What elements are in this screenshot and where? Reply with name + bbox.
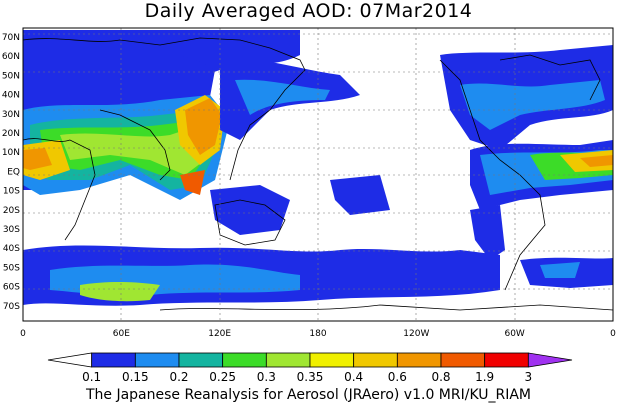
colorbar-swatch (222, 352, 267, 368)
lat-label: 10N (2, 148, 20, 158)
lon-label: 180 (309, 329, 326, 339)
lon-label: 60W (504, 329, 524, 339)
colorbar-swatch (265, 352, 311, 368)
lat-label: 20S (3, 206, 20, 216)
lat-label: 30N (2, 110, 20, 120)
lon-label: 0 (20, 329, 26, 339)
graticule (23, 28, 613, 321)
colorbar-label: 0.35 (297, 370, 324, 384)
lon-label: 60E (113, 329, 130, 339)
colorbar-label: 0.8 (431, 370, 450, 384)
colorbar-label: 0.2 (169, 370, 188, 384)
colorbar-label: 0.25 (209, 370, 236, 384)
colorbar-swatch (484, 352, 529, 368)
colorbar-label: 0.15 (122, 370, 149, 384)
lat-label: 20N (2, 129, 20, 139)
lat-label: 50N (2, 71, 20, 81)
lat-label: 70N (2, 33, 20, 43)
colorbar-label: 0.1 (82, 370, 101, 384)
colorbar-swatch (91, 352, 136, 368)
colorbar-label: 3 (525, 370, 533, 384)
lon-label: 120E (208, 329, 231, 339)
colorbar-swatch (47, 352, 93, 368)
lat-label: 60S (3, 283, 20, 293)
lon-label: 0 (610, 329, 616, 339)
map-title: Daily Averaged AOD: 07Mar2014 (144, 0, 473, 22)
colorbar-swatch (396, 352, 442, 368)
latitude-labels: 70N 60N 50N 40N 30N 20N 10N EQ 10S 20S 30S 40S 50S 60… (2, 33, 20, 312)
lat-label: 50S (3, 263, 20, 273)
colorbar-swatch (440, 352, 486, 368)
lat-label: 40N (2, 91, 20, 101)
longitude-labels: 0 60E 120E 180 120W 60W 0 (20, 329, 616, 339)
coastlines (23, 37, 613, 311)
colorbar-swatch (353, 352, 398, 368)
lat-label: 10S (3, 187, 20, 197)
lat-label: 40S (3, 244, 20, 254)
lat-label: 30S (3, 225, 20, 235)
aod-field (23, 28, 613, 321)
lat-label: 60N (2, 52, 20, 62)
colorbar-swatch (527, 352, 573, 368)
aod-map: 70N 60N 50N 40N 30N 20N 10N EQ 10S 20S 30S 40S 50S 60… (2, 27, 616, 384)
lat-label: 70S (3, 302, 20, 312)
colorbar: 0.1 0.15 0.2 0.25 0.3 0.35 0.4 0.6 0.8 1.9 3 (47, 352, 573, 384)
colorbar-label: 0.3 (257, 370, 276, 384)
colorbar-swatch (134, 352, 180, 368)
colorbar-label: 1.9 (475, 370, 494, 384)
colorbar-swatch (309, 352, 355, 368)
colorbar-swatch (178, 352, 224, 368)
lat-label: EQ (7, 167, 20, 177)
lon-label: 120W (403, 329, 429, 339)
credit-line: The Japanese Reanalysis for Aerosol (JRA… (85, 387, 532, 403)
map-frame (22, 27, 614, 322)
colorbar-label: 0.6 (388, 370, 407, 384)
colorbar-label: 0.4 (344, 370, 363, 384)
